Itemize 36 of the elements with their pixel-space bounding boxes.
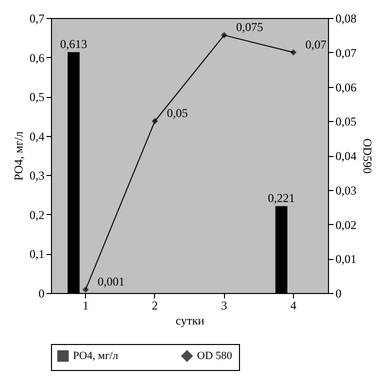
y-axis-title: PO4, мг/л bbox=[12, 131, 26, 181]
y2-tick-label: 0,06 bbox=[336, 80, 356, 94]
x-tick-label: 3 bbox=[221, 298, 228, 312]
y2-tick-label: 0,02 bbox=[336, 218, 356, 232]
y2-tick-label: 0,05 bbox=[336, 114, 356, 129]
y2-tick-label: 0,03 bbox=[336, 183, 356, 198]
point bbox=[290, 49, 297, 56]
point bbox=[152, 118, 158, 124]
legend-label: OD 580 bbox=[197, 350, 233, 362]
y2-tick-label: 0,07 bbox=[336, 46, 356, 60]
y-tick-label: 0,6 bbox=[30, 50, 44, 65]
y-tick-label: 0,1 bbox=[30, 247, 44, 262]
data-label: 0,07 bbox=[305, 37, 326, 52]
data-label: 0,613 bbox=[60, 37, 88, 52]
point bbox=[220, 32, 228, 38]
y-tick-label: 0,3 bbox=[30, 168, 44, 183]
y2-tick-label: 0,01 bbox=[336, 252, 356, 266]
x-tick-label: 4 bbox=[290, 298, 296, 312]
x-tick-label: 2 bbox=[152, 298, 158, 312]
x-tick-label: 1 bbox=[82, 298, 89, 312]
y2-tick-label: 0,04 bbox=[336, 149, 356, 163]
data-label: 0,075 bbox=[236, 20, 264, 34]
y2-tick-label: 0,08 bbox=[336, 12, 356, 26]
legend-label: PO4, мг/л bbox=[73, 350, 119, 362]
y-tick-label: 0 bbox=[38, 286, 44, 300]
y-tick-label: 0,5 bbox=[30, 90, 44, 104]
y-tick-label: 0,7 bbox=[30, 12, 44, 26]
data-label: 0,221 bbox=[268, 191, 295, 206]
data-label: 0,001 bbox=[98, 274, 125, 289]
y-tick-label: 0,2 bbox=[30, 208, 44, 222]
x-axis-title: сутки bbox=[176, 314, 205, 328]
data-label: 0,05 bbox=[166, 106, 188, 120]
y2-axis-title: OD590 bbox=[360, 138, 374, 174]
point bbox=[82, 286, 89, 293]
y-tick-label: 0,4 bbox=[30, 129, 44, 144]
y2-tick-label: 0 bbox=[336, 286, 342, 300]
